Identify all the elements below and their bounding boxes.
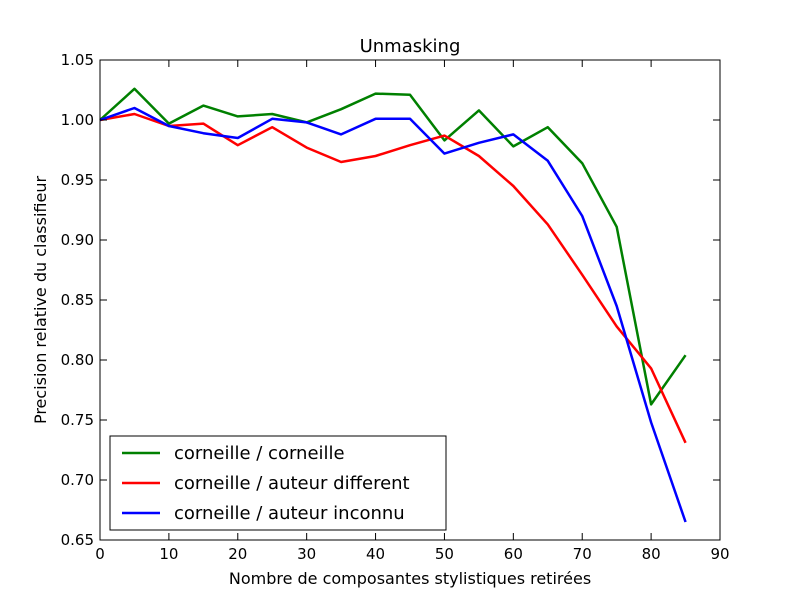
x-tick-label: 80 bbox=[642, 545, 661, 563]
series-line-2 bbox=[99, 112, 687, 444]
x-tick-label: 50 bbox=[435, 545, 454, 563]
x-tick-label: 70 bbox=[573, 545, 592, 563]
y-tick-label: 0.65 bbox=[61, 531, 94, 549]
y-tick-label: 0.95 bbox=[61, 171, 94, 189]
legend-box bbox=[109, 435, 447, 531]
x-tick-label: 60 bbox=[504, 545, 523, 563]
x-tick-label: 10 bbox=[159, 545, 178, 563]
legend-entry: corneille / corneille bbox=[174, 443, 345, 464]
y-tick-label: 0.75 bbox=[61, 411, 94, 429]
y-tick-label: 0.90 bbox=[61, 231, 94, 249]
y-tick-label: 1.00 bbox=[61, 111, 94, 129]
legend: corneille / corneille corneille / auteur … bbox=[109, 435, 447, 531]
x-tick-label: 90 bbox=[710, 545, 729, 563]
chart-title: Unmasking bbox=[360, 36, 461, 57]
y-tick-label: 0.85 bbox=[61, 291, 94, 309]
y-tick-label: 0.70 bbox=[61, 471, 94, 489]
x-axis-label: Nombre de composantes stylistiques retir… bbox=[229, 569, 591, 588]
y-tick-label: 1.05 bbox=[61, 51, 94, 69]
y-tick-label: 0.80 bbox=[61, 351, 94, 369]
legend-entry: corneille / auteur different bbox=[174, 473, 410, 494]
series-line-1 bbox=[99, 87, 687, 406]
x-tick-label: 0 bbox=[95, 545, 105, 563]
legend-entry: corneille / auteur inconnu bbox=[174, 503, 405, 524]
x-tick-label: 30 bbox=[297, 545, 316, 563]
y-axis-label: Precision relative du classifieur bbox=[31, 176, 50, 425]
x-tick-label: 20 bbox=[228, 545, 247, 563]
series-line-3 bbox=[99, 106, 687, 523]
x-tick-label: 40 bbox=[366, 545, 385, 563]
